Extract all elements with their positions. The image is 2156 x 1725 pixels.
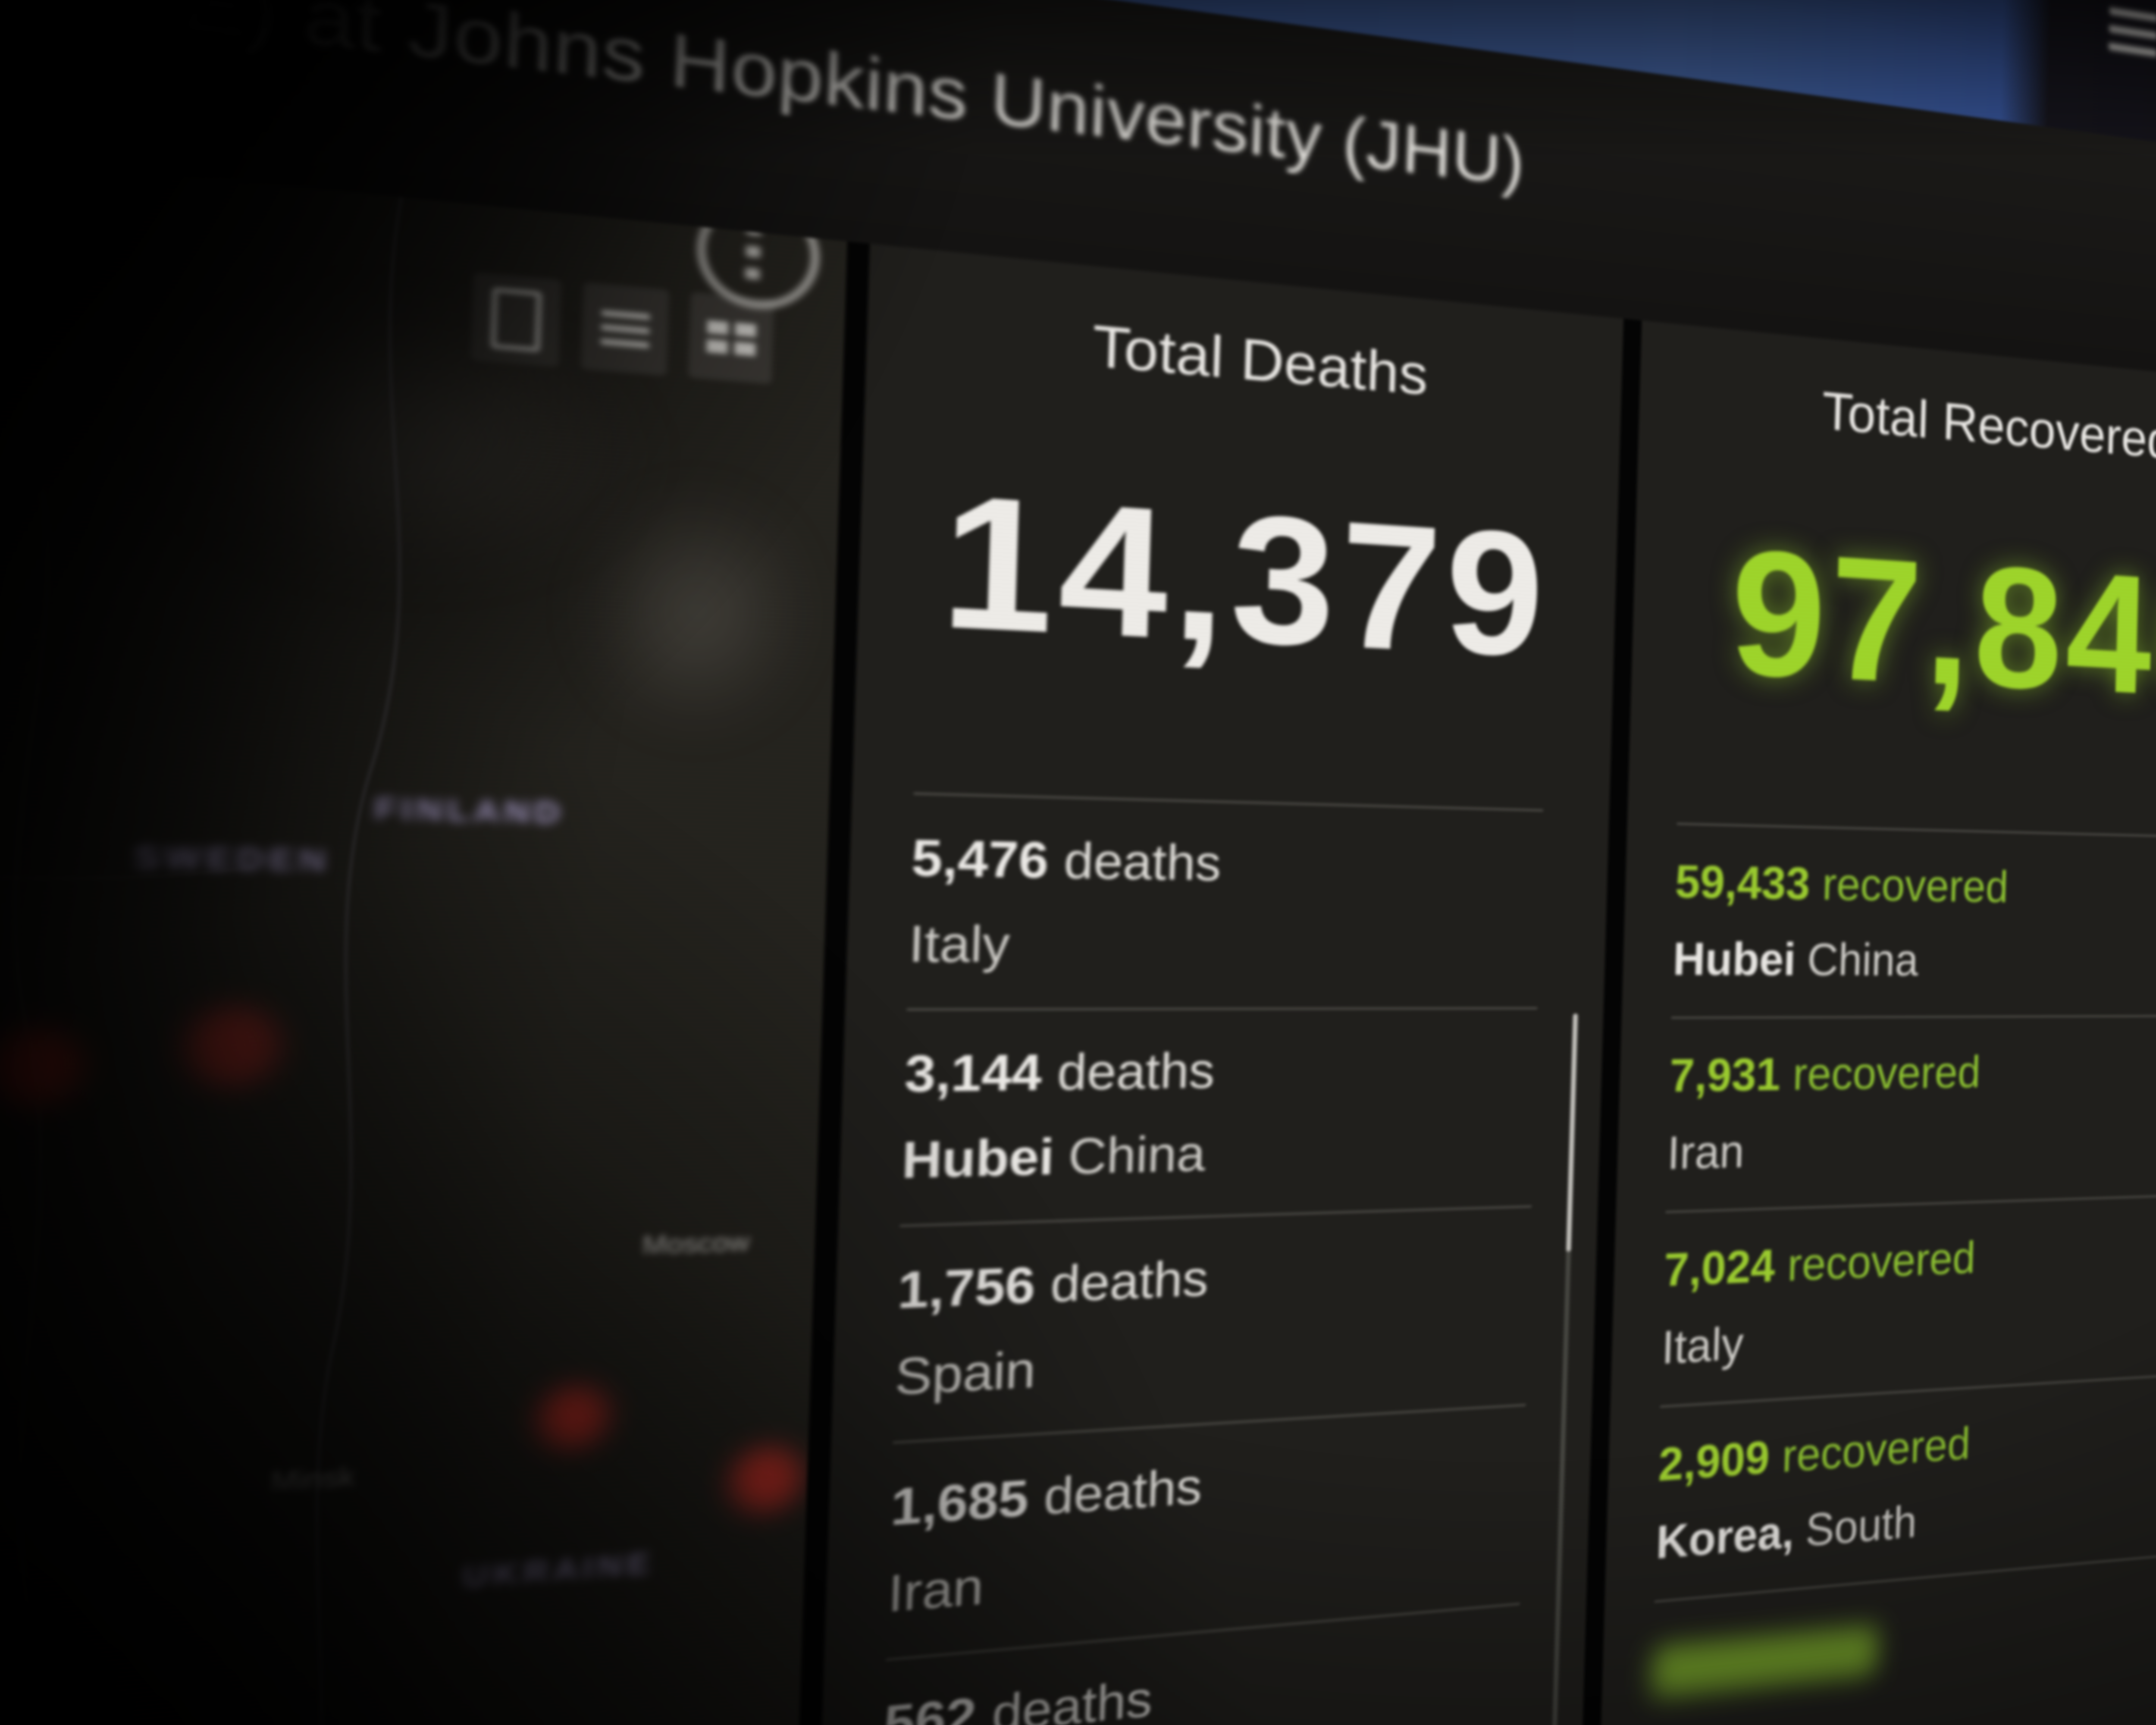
deaths-row-spain[interactable]: 1,756 deaths Spain <box>893 1205 1532 1442</box>
page-title: Engineering (CSSE) at Johns Hopkins Univ… <box>0 0 1526 201</box>
device-view-button[interactable] <box>470 272 562 367</box>
total-recovered-count: 97,846 <box>1728 511 2156 733</box>
map-panel[interactable]: SWEDEN FINLAND UKRAINE Moscow Minsk Ista… <box>0 79 847 1725</box>
recovered-row-iran[interactable]: 7,931 recovered Iran <box>1665 1015 2156 1211</box>
recovered-row-italy[interactable]: 7,024 recovered Italy <box>1660 1192 2156 1406</box>
total-deaths-count: 14,379 <box>938 454 1551 694</box>
total-deaths-header: Total Deaths <box>1091 312 1429 408</box>
map-label-sweden: SWEDEN <box>133 839 331 878</box>
total-deaths-panel: Total Deaths 14,379 5,476 deaths Italy 3,… <box>812 244 1624 1725</box>
recovered-list: 59,433 recovered Hubei China 7,931 recovere… <box>1601 822 2156 1725</box>
hamburger-icon <box>2109 7 2156 22</box>
recovered-row-hubei-china[interactable]: 59,433 recovered Hubei China <box>1671 823 2156 1017</box>
total-recovered-header: Total Recovered <box>1821 380 2156 470</box>
list-view-button[interactable] <box>580 282 670 376</box>
map-label-moscow: Moscow <box>642 1227 750 1261</box>
map-label-minsk: Minsk <box>270 1461 356 1497</box>
partial-next-value <box>1651 1625 1878 1698</box>
list-icon <box>600 310 650 349</box>
deaths-row-hubei-china[interactable]: 3,144 deaths Hubei China <box>899 1007 1538 1225</box>
map-label-finland: FINLAND <box>373 790 565 830</box>
grid-icon <box>706 320 756 357</box>
device-icon <box>490 287 542 353</box>
menu-button[interactable] <box>2108 7 2156 57</box>
deaths-row-italy[interactable]: 5,476 deaths Italy <box>906 792 1543 1009</box>
deaths-list: 5,476 deaths Italy 3,144 deaths Hubei China… <box>817 791 1609 1725</box>
total-recovered-panel: Total Recovered 97,846 59,433 recovered H… <box>1595 320 2156 1725</box>
